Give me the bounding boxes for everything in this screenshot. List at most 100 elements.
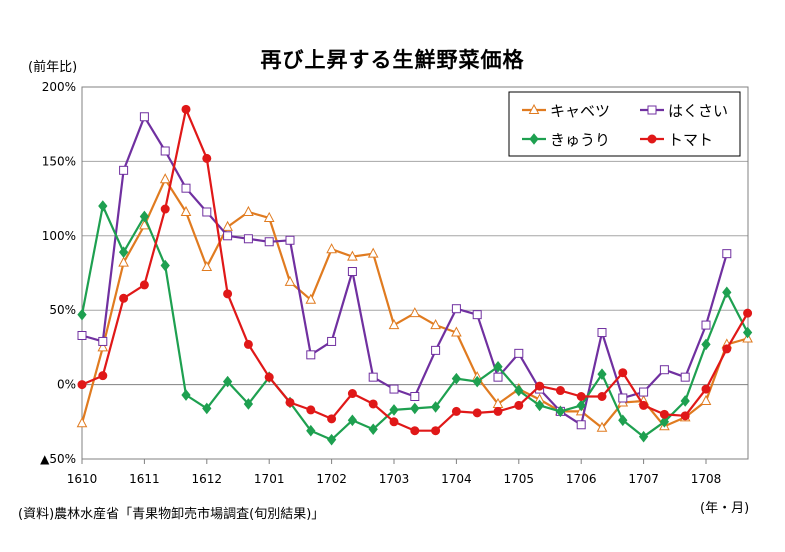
data-point xyxy=(701,338,711,351)
data-point xyxy=(472,408,482,418)
data-point xyxy=(139,280,149,290)
data-point xyxy=(285,235,295,245)
legend-box xyxy=(508,91,741,157)
data-point xyxy=(451,304,461,314)
data-point xyxy=(202,207,212,217)
data-point xyxy=(451,326,462,337)
data-point xyxy=(326,433,337,446)
data-point xyxy=(659,415,670,428)
data-point xyxy=(347,250,358,261)
data-point xyxy=(576,420,586,430)
data-point xyxy=(119,165,129,175)
y-tick-label: 100% xyxy=(42,229,76,243)
data-point xyxy=(389,417,399,427)
data-point xyxy=(347,414,358,427)
x-tick-label: 1612 xyxy=(192,472,223,486)
data-point xyxy=(597,368,607,380)
data-point xyxy=(77,380,87,390)
data-point xyxy=(97,341,109,352)
legend-label: きゅうり xyxy=(550,131,610,149)
data-point xyxy=(181,183,191,193)
legend-label: キャベツ xyxy=(550,102,610,120)
x-tick-label: 1707 xyxy=(628,472,659,486)
data-point xyxy=(118,246,129,258)
legend-label: トマト xyxy=(668,131,713,149)
legend-label: はくさい xyxy=(668,102,728,120)
source-note: (資料)農林水産省「青果物卸売市場調査(旬別結果)」 xyxy=(18,507,325,522)
data-point xyxy=(264,237,274,247)
data-point xyxy=(181,104,191,114)
data-point xyxy=(722,344,732,354)
y-tick-label: 0% xyxy=(57,378,76,392)
data-point xyxy=(680,411,690,421)
data-point xyxy=(243,205,254,216)
x-tick-label: 1702 xyxy=(316,472,347,486)
data-point xyxy=(514,384,524,397)
data-point xyxy=(659,365,669,375)
data-point xyxy=(181,389,191,401)
data-point xyxy=(618,393,628,403)
data-point xyxy=(451,372,462,385)
data-point xyxy=(368,399,378,409)
data-point xyxy=(368,423,378,436)
x-tick-label: 1610 xyxy=(67,472,98,486)
data-point xyxy=(472,310,482,320)
data-point xyxy=(742,326,753,339)
data-point xyxy=(347,267,357,277)
data-point xyxy=(528,103,540,114)
data-point xyxy=(647,134,657,144)
data-point xyxy=(160,204,170,214)
x-tick-label: 1708 xyxy=(691,472,722,486)
data-point xyxy=(389,404,399,416)
data-point xyxy=(647,105,657,115)
data-point xyxy=(77,308,87,321)
data-point xyxy=(618,368,628,378)
data-point xyxy=(119,293,129,303)
series-line xyxy=(81,108,749,432)
data-point xyxy=(555,386,565,396)
legend-item: はくさい xyxy=(640,102,728,120)
data-point xyxy=(98,371,108,381)
data-point xyxy=(263,211,275,222)
data-point xyxy=(160,146,170,156)
data-point xyxy=(118,256,129,267)
series-きゅうり xyxy=(77,200,753,446)
x-axis-unit: (年・月) xyxy=(700,501,750,516)
data-point xyxy=(701,384,711,394)
data-point xyxy=(201,260,213,272)
data-point xyxy=(576,392,586,402)
data-point xyxy=(431,426,441,436)
data-point xyxy=(180,205,192,216)
data-point xyxy=(223,289,233,299)
data-point xyxy=(700,394,712,405)
data-point xyxy=(139,210,150,223)
data-point xyxy=(639,400,649,410)
data-point xyxy=(596,421,608,432)
data-point xyxy=(243,398,254,410)
data-point xyxy=(597,392,607,402)
chart-title: 再び上昇する生鮮野菜価格 xyxy=(260,48,525,72)
legend-item: トマト xyxy=(640,131,713,149)
plot-area-border xyxy=(81,86,749,460)
data-point xyxy=(534,399,545,412)
data-point xyxy=(202,402,212,415)
data-point xyxy=(306,424,316,437)
data-point xyxy=(98,336,108,346)
data-point xyxy=(223,231,233,241)
data-point xyxy=(639,387,649,397)
data-point xyxy=(680,395,690,407)
y-tick-label: 200% xyxy=(42,80,76,94)
data-point xyxy=(493,360,503,373)
data-point xyxy=(493,372,503,382)
data-point xyxy=(305,293,317,304)
data-point xyxy=(347,389,357,399)
data-point xyxy=(743,308,753,318)
data-point xyxy=(555,405,566,418)
x-tick-label: 1704 xyxy=(441,472,472,486)
x-tick-label: 1705 xyxy=(504,472,535,486)
data-point xyxy=(77,330,87,340)
data-point xyxy=(368,372,378,382)
data-point xyxy=(618,414,628,427)
series-トマト xyxy=(77,104,753,436)
data-point xyxy=(327,414,337,424)
